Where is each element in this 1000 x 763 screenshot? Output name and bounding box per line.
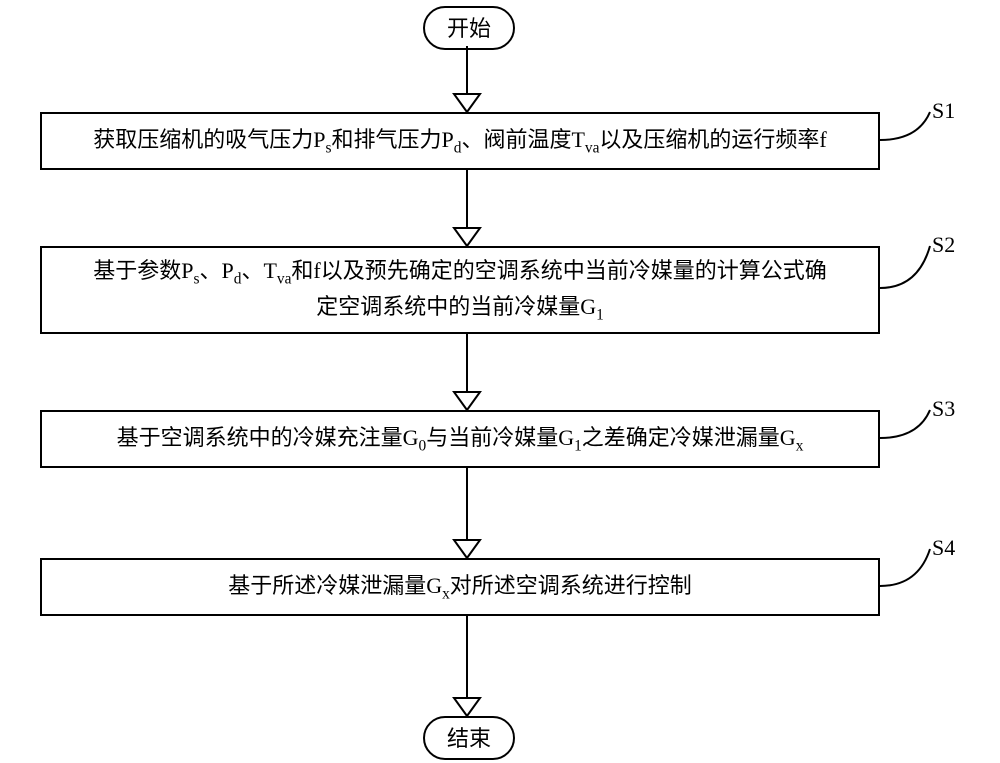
- connectors-svg: [0, 0, 1000, 763]
- flowchart-canvas: 开始 获取压缩机的吸气压力Ps和排气压力Pd、阀前温度Tva以及压缩机的运行频率…: [0, 0, 1000, 763]
